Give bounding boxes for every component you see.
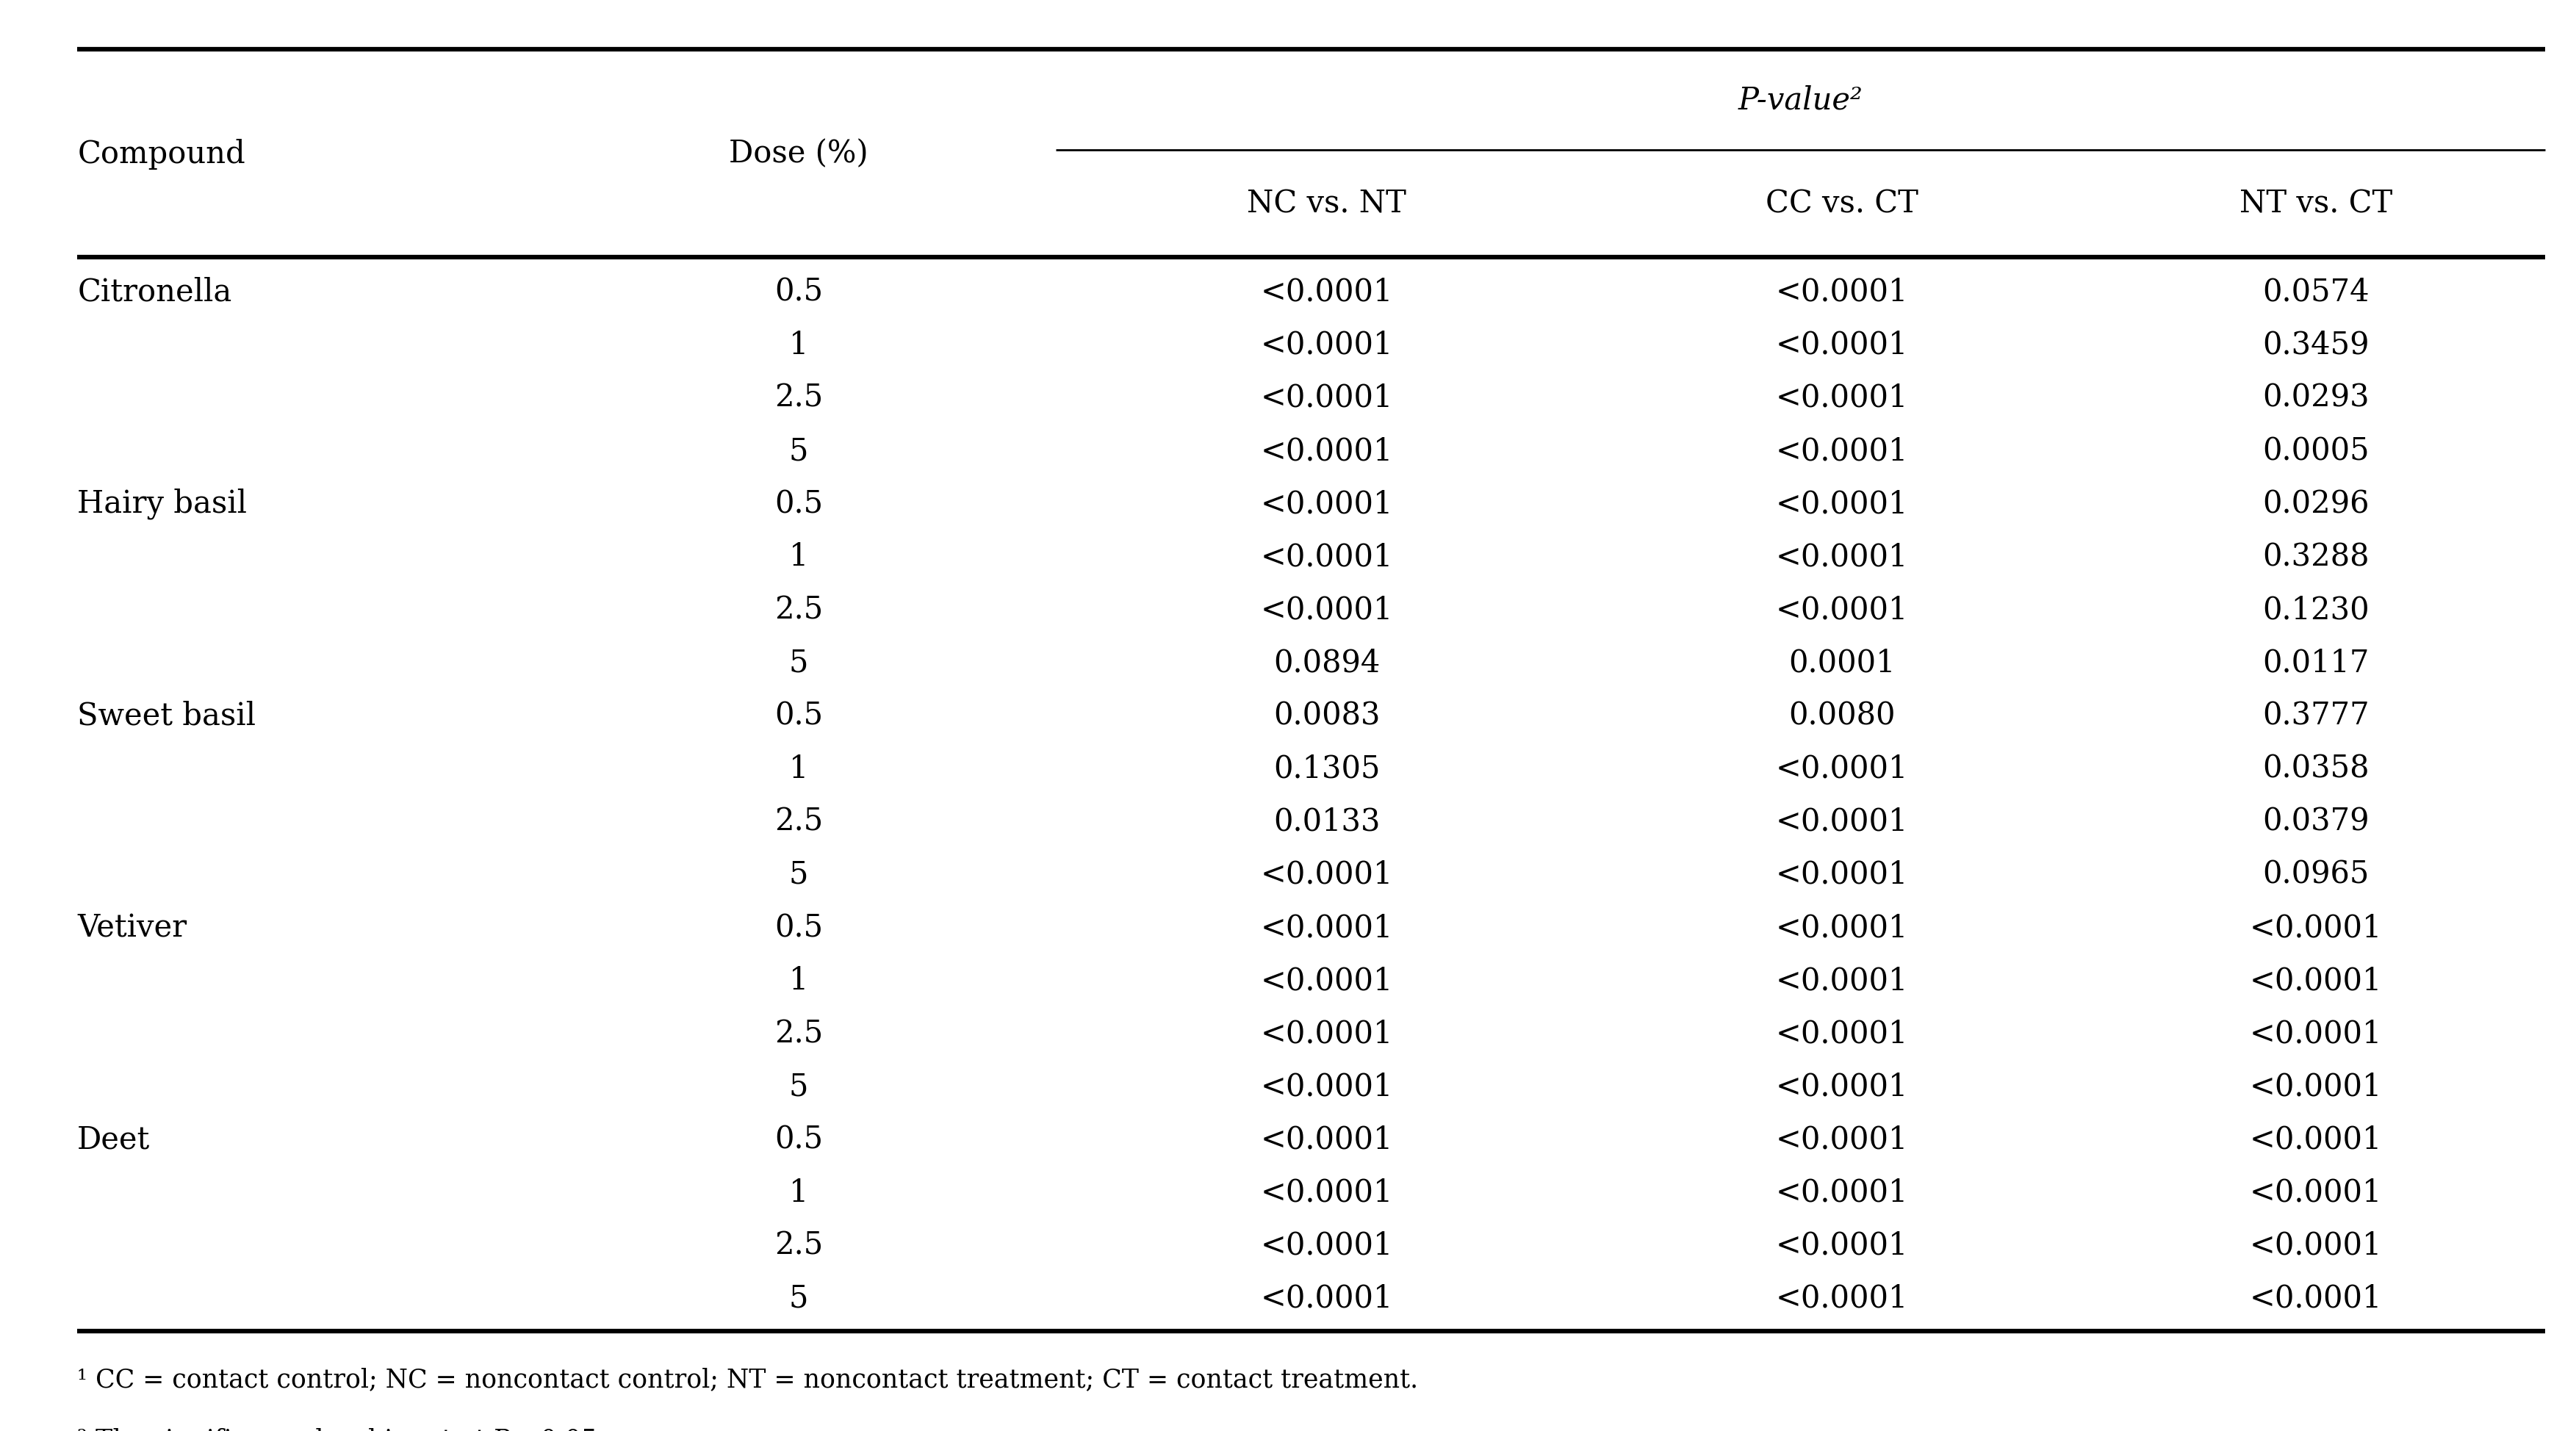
Text: <0.0001: <0.0001 bbox=[1260, 859, 1394, 890]
Text: Compound: Compound bbox=[77, 139, 245, 169]
Text: 2.5: 2.5 bbox=[775, 382, 822, 414]
Text: <0.0001: <0.0001 bbox=[2249, 1123, 2383, 1155]
Text: 2.5: 2.5 bbox=[775, 1017, 822, 1049]
Text: Sweet basil: Sweet basil bbox=[77, 700, 255, 731]
Text: Citronella: Citronella bbox=[77, 276, 232, 308]
Text: 0.5: 0.5 bbox=[775, 1123, 822, 1155]
Text: 0.3288: 0.3288 bbox=[2262, 541, 2370, 572]
Text: <0.0001: <0.0001 bbox=[1775, 435, 1909, 467]
Text: <0.0001: <0.0001 bbox=[1260, 594, 1394, 625]
Text: 0.0117: 0.0117 bbox=[2262, 647, 2370, 678]
Text: <0.0001: <0.0001 bbox=[2249, 1070, 2383, 1102]
Text: <0.0001: <0.0001 bbox=[1775, 1017, 1909, 1049]
Text: ² The significance level is set at P <0.05.: ² The significance level is set at P <0.… bbox=[77, 1427, 605, 1431]
Text: 0.0358: 0.0358 bbox=[2262, 753, 2370, 784]
Text: <0.0001: <0.0001 bbox=[1775, 488, 1909, 519]
Text: 0.0965: 0.0965 bbox=[2262, 859, 2370, 890]
Text: 2.5: 2.5 bbox=[775, 594, 822, 625]
Text: <0.0001: <0.0001 bbox=[1260, 541, 1394, 572]
Text: 0.3777: 0.3777 bbox=[2262, 700, 2370, 731]
Text: Hairy basil: Hairy basil bbox=[77, 488, 247, 519]
Text: 0.5: 0.5 bbox=[775, 912, 822, 943]
Text: <0.0001: <0.0001 bbox=[1775, 964, 1909, 996]
Text: 1: 1 bbox=[788, 1176, 809, 1208]
Text: 0.0001: 0.0001 bbox=[1788, 647, 1896, 678]
Text: <0.0001: <0.0001 bbox=[1775, 541, 1909, 572]
Text: 5: 5 bbox=[788, 435, 809, 467]
Text: Vetiver: Vetiver bbox=[77, 912, 188, 943]
Text: <0.0001: <0.0001 bbox=[1260, 912, 1394, 943]
Text: 0.0296: 0.0296 bbox=[2262, 488, 2370, 519]
Text: 2.5: 2.5 bbox=[775, 1229, 822, 1261]
Text: 1: 1 bbox=[788, 964, 809, 996]
Text: 0.0574: 0.0574 bbox=[2262, 276, 2370, 308]
Text: 0.0133: 0.0133 bbox=[1273, 806, 1381, 837]
Text: 1: 1 bbox=[788, 753, 809, 784]
Text: 0.1305: 0.1305 bbox=[1273, 753, 1381, 784]
Text: <0.0001: <0.0001 bbox=[1775, 594, 1909, 625]
Text: <0.0001: <0.0001 bbox=[1260, 1176, 1394, 1208]
Text: 5: 5 bbox=[788, 1070, 809, 1102]
Text: <0.0001: <0.0001 bbox=[1775, 1176, 1909, 1208]
Text: <0.0001: <0.0001 bbox=[1260, 1017, 1394, 1049]
Text: <0.0001: <0.0001 bbox=[1775, 859, 1909, 890]
Text: <0.0001: <0.0001 bbox=[2249, 912, 2383, 943]
Text: 0.0293: 0.0293 bbox=[2262, 382, 2370, 414]
Text: <0.0001: <0.0001 bbox=[2249, 1229, 2383, 1261]
Text: <0.0001: <0.0001 bbox=[1775, 1070, 1909, 1102]
Text: <0.0001: <0.0001 bbox=[1260, 964, 1394, 996]
Text: <0.0001: <0.0001 bbox=[2249, 1282, 2383, 1314]
Text: <0.0001: <0.0001 bbox=[1775, 1123, 1909, 1155]
Text: <0.0001: <0.0001 bbox=[1775, 329, 1909, 361]
Text: <0.0001: <0.0001 bbox=[1260, 276, 1394, 308]
Text: <0.0001: <0.0001 bbox=[2249, 964, 2383, 996]
Text: CC vs. CT: CC vs. CT bbox=[1765, 189, 1919, 219]
Text: 0.1230: 0.1230 bbox=[2262, 594, 2370, 625]
Text: 0.5: 0.5 bbox=[775, 700, 822, 731]
Text: <0.0001: <0.0001 bbox=[1260, 1070, 1394, 1102]
Text: <0.0001: <0.0001 bbox=[1775, 276, 1909, 308]
Text: <0.0001: <0.0001 bbox=[1260, 382, 1394, 414]
Text: 0.3459: 0.3459 bbox=[2262, 329, 2370, 361]
Text: 5: 5 bbox=[788, 1282, 809, 1314]
Text: 0.0080: 0.0080 bbox=[1788, 700, 1896, 731]
Text: 0.0894: 0.0894 bbox=[1273, 647, 1381, 678]
Text: 1: 1 bbox=[788, 541, 809, 572]
Text: <0.0001: <0.0001 bbox=[1260, 488, 1394, 519]
Text: NC vs. NT: NC vs. NT bbox=[1247, 189, 1406, 219]
Text: <0.0001: <0.0001 bbox=[1260, 1123, 1394, 1155]
Text: 0.5: 0.5 bbox=[775, 488, 822, 519]
Text: ¹ CC = contact control; NC = noncontact control; NT = noncontact treatment; CT =: ¹ CC = contact control; NC = noncontact … bbox=[77, 1367, 1419, 1391]
Text: <0.0001: <0.0001 bbox=[1775, 912, 1909, 943]
Text: 5: 5 bbox=[788, 647, 809, 678]
Text: 0.0083: 0.0083 bbox=[1273, 700, 1381, 731]
Text: <0.0001: <0.0001 bbox=[1775, 806, 1909, 837]
Text: <0.0001: <0.0001 bbox=[2249, 1017, 2383, 1049]
Text: 1: 1 bbox=[788, 329, 809, 361]
Text: <0.0001: <0.0001 bbox=[1775, 753, 1909, 784]
Text: P-value²: P-value² bbox=[1739, 84, 1862, 116]
Text: 5: 5 bbox=[788, 859, 809, 890]
Text: 2.5: 2.5 bbox=[775, 806, 822, 837]
Text: Dose (%): Dose (%) bbox=[729, 139, 868, 169]
Text: <0.0001: <0.0001 bbox=[1260, 1229, 1394, 1261]
Text: NT vs. CT: NT vs. CT bbox=[2239, 189, 2393, 219]
Text: 0.5: 0.5 bbox=[775, 276, 822, 308]
Text: <0.0001: <0.0001 bbox=[1260, 329, 1394, 361]
Text: Deet: Deet bbox=[77, 1123, 149, 1155]
Text: <0.0001: <0.0001 bbox=[1260, 1282, 1394, 1314]
Text: 0.0005: 0.0005 bbox=[2262, 435, 2370, 467]
Text: <0.0001: <0.0001 bbox=[1775, 382, 1909, 414]
Text: <0.0001: <0.0001 bbox=[1775, 1282, 1909, 1314]
Text: <0.0001: <0.0001 bbox=[1775, 1229, 1909, 1261]
Text: 0.0379: 0.0379 bbox=[2262, 806, 2370, 837]
Text: <0.0001: <0.0001 bbox=[2249, 1176, 2383, 1208]
Text: <0.0001: <0.0001 bbox=[1260, 435, 1394, 467]
